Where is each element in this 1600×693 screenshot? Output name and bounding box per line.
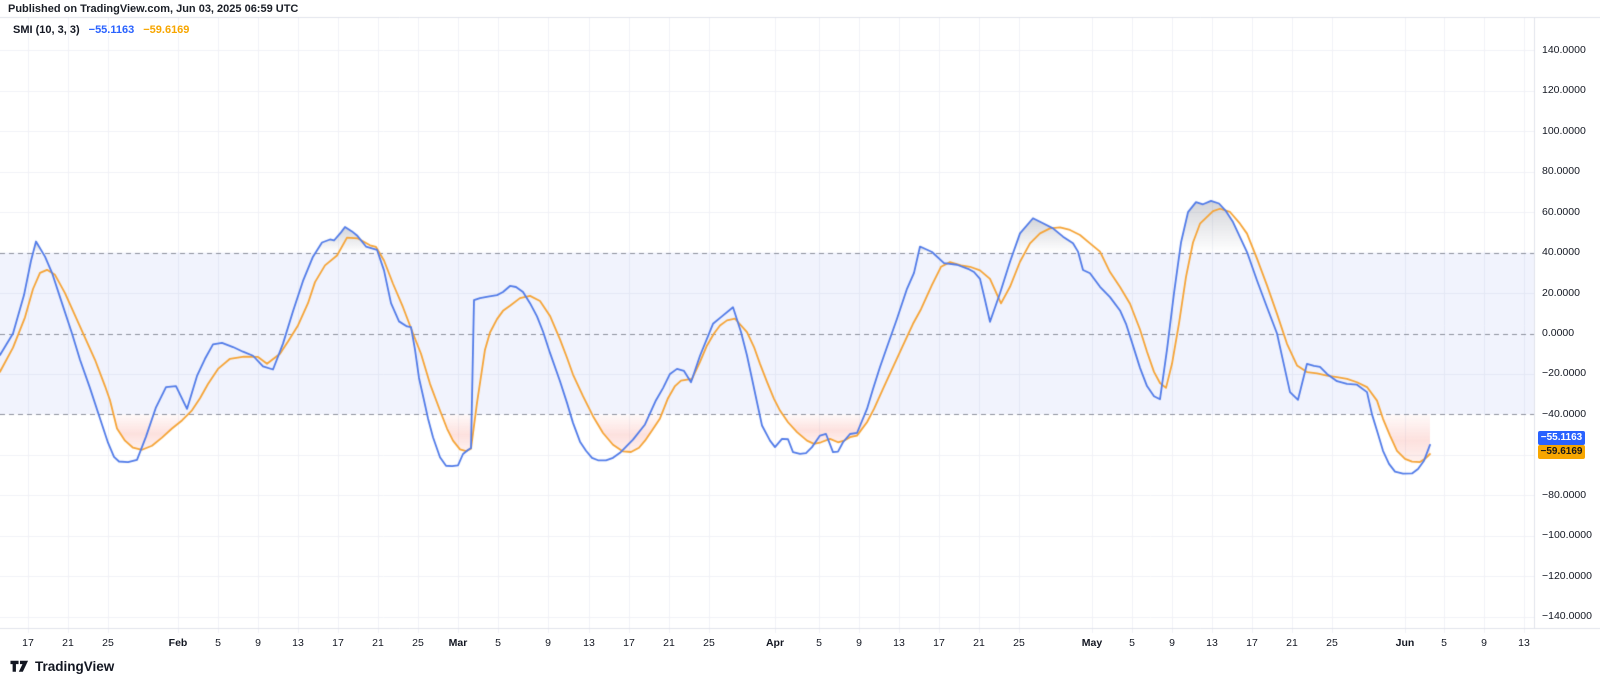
time-scale-day-label: 21 [372, 637, 384, 649]
time-scale-day-label: 17 [933, 637, 945, 649]
time-scale-day-label: 9 [545, 637, 551, 649]
time-scale-day-label: 5 [1441, 637, 1447, 649]
time-scale-day-label: 21 [973, 637, 985, 649]
price-scale-label: −100.0000 [1542, 529, 1592, 542]
price-scale-label: 20.0000 [1542, 286, 1580, 299]
time-scale-day-label: 5 [215, 637, 221, 649]
price-scale-label: 140.0000 [1542, 43, 1586, 56]
time-scale-month-label: Mar [448, 637, 468, 649]
price-scale-label: 60.0000 [1542, 205, 1580, 218]
time-scale-day-label: 9 [1481, 637, 1487, 649]
time-scale-day-label: 25 [1326, 637, 1338, 649]
time-scale-day-label: 25 [412, 637, 424, 649]
time-scale-day-label: 9 [856, 637, 862, 649]
tradingview-logo-icon [10, 660, 29, 672]
time-scale-month-label: Apr [765, 637, 785, 649]
indicator-legend: SMI (10, 3, 3) −55.1163 −59.6169 [13, 24, 189, 36]
indicator-signal-value: −59.6169 [143, 24, 190, 36]
time-scale-month-label: Jun [1395, 637, 1415, 649]
price-scale-label: 40.0000 [1542, 246, 1580, 259]
time-scale-day-label: 17 [623, 637, 635, 649]
price-scale-label: −40.0000 [1542, 407, 1587, 420]
indicator-title[interactable]: SMI (10, 3, 3) [13, 24, 80, 36]
time-scale-day-label: 25 [102, 637, 114, 649]
time-scale-day-label: 21 [663, 637, 675, 649]
time-scale-day-label: 17 [22, 637, 34, 649]
time-scale-day-label: 13 [893, 637, 905, 649]
time-scale-day-label: 5 [495, 637, 501, 649]
time-scale-day-label: 13 [583, 637, 595, 649]
price-scale-label: −80.0000 [1542, 488, 1587, 501]
price-scale[interactable]: 140.0000 120.0000 100.0000 80.0000 60.0000 40… [1542, 18, 1600, 629]
price-scale-label: −120.0000 [1542, 569, 1592, 582]
brand-name: TradingView [35, 659, 115, 674]
time-scale-month-label: May [1081, 637, 1103, 649]
time-scale-day-label: 9 [1169, 637, 1175, 649]
time-scale-day-label: 21 [62, 637, 74, 649]
published-header: Published on TradingView.com, Jun 03, 20… [8, 3, 299, 15]
smi-last-value-badge: −55.1163 [1538, 430, 1585, 445]
price-scale-label: −20.0000 [1542, 367, 1587, 380]
time-scale-day-label: 5 [816, 637, 822, 649]
signal-last-value-badge: −59.6169 [1538, 444, 1585, 459]
price-scale-label: 0.0000 [1542, 327, 1575, 339]
time-scale-day-label: 25 [703, 637, 715, 649]
time-scale-day-label: 13 [1206, 637, 1218, 649]
time-scale-day-label: 13 [1518, 637, 1530, 649]
indicator-smi-value: −55.1163 [88, 24, 135, 36]
tradingview-brand[interactable]: TradingView [10, 658, 114, 675]
price-scale-label: 120.0000 [1542, 84, 1586, 97]
price-scale-label: 100.0000 [1542, 124, 1586, 137]
time-scale[interactable]: 17 21 25 Feb 5 9 13 17 21 25 Mar 5 9 13 17 21 25 Apr 5 9 13 1… [0, 630, 1534, 656]
time-scale-day-label: 17 [332, 637, 344, 649]
price-scale-label: −140.0000 [1542, 610, 1592, 623]
time-scale-day-label: 13 [292, 637, 304, 649]
time-scale-day-label: 5 [1129, 637, 1135, 649]
time-scale-day-label: 9 [255, 637, 261, 649]
price-scale-label: 80.0000 [1542, 165, 1580, 178]
time-scale-day-label: 25 [1013, 637, 1025, 649]
time-scale-month-label: Feb [168, 637, 188, 649]
time-scale-day-label: 17 [1246, 637, 1258, 649]
time-scale-day-label: 21 [1286, 637, 1298, 649]
